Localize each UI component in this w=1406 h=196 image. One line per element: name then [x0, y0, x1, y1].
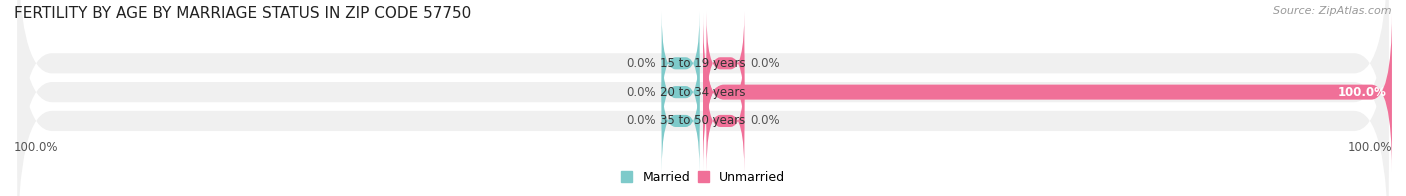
FancyBboxPatch shape — [706, 12, 744, 115]
Text: 0.0%: 0.0% — [749, 114, 779, 127]
Legend: Married, Unmarried: Married, Unmarried — [616, 166, 790, 189]
Text: FERTILITY BY AGE BY MARRIAGE STATUS IN ZIP CODE 57750: FERTILITY BY AGE BY MARRIAGE STATUS IN Z… — [14, 6, 471, 21]
FancyBboxPatch shape — [17, 0, 1389, 196]
FancyBboxPatch shape — [662, 12, 700, 115]
FancyBboxPatch shape — [706, 41, 744, 144]
FancyBboxPatch shape — [662, 69, 700, 172]
Text: Source: ZipAtlas.com: Source: ZipAtlas.com — [1274, 6, 1392, 16]
Text: 0.0%: 0.0% — [627, 86, 657, 99]
Text: 15 to 19 years: 15 to 19 years — [661, 57, 745, 70]
Text: 20 to 34 years: 20 to 34 years — [661, 86, 745, 99]
Text: 35 to 50 years: 35 to 50 years — [661, 114, 745, 127]
FancyBboxPatch shape — [706, 69, 744, 172]
FancyBboxPatch shape — [17, 0, 1389, 196]
Text: 0.0%: 0.0% — [627, 114, 657, 127]
FancyBboxPatch shape — [703, 13, 1392, 171]
Text: 100.0%: 100.0% — [14, 141, 59, 154]
Text: 100.0%: 100.0% — [1347, 141, 1392, 154]
FancyBboxPatch shape — [662, 41, 700, 144]
FancyBboxPatch shape — [17, 0, 1389, 196]
Text: 0.0%: 0.0% — [749, 57, 779, 70]
Text: 0.0%: 0.0% — [627, 57, 657, 70]
Text: 100.0%: 100.0% — [1337, 86, 1386, 99]
